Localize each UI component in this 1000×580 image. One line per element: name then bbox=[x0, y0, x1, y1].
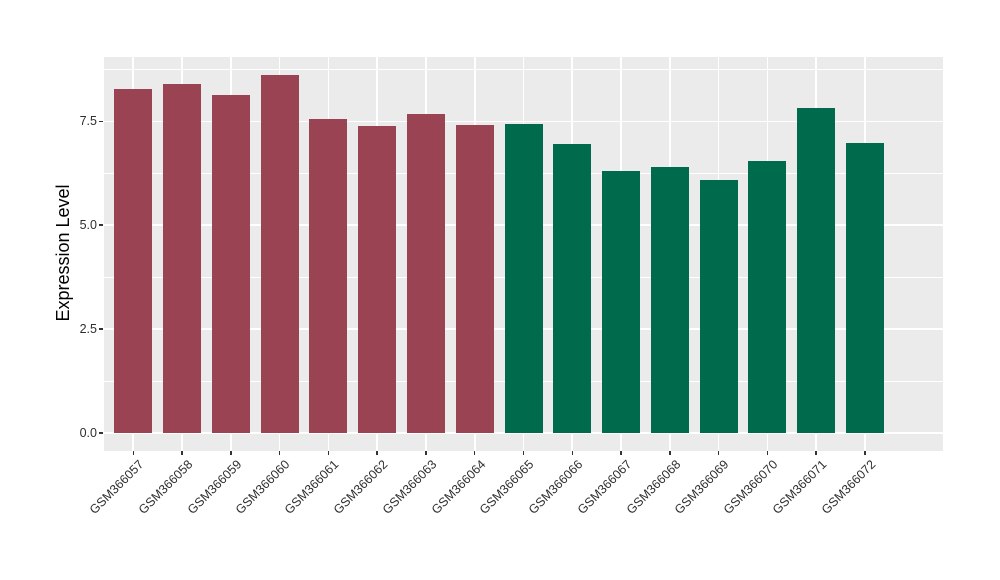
bar-GSM366057 bbox=[114, 88, 153, 433]
bar-GSM366067 bbox=[602, 171, 641, 433]
bar-GSM366065 bbox=[504, 123, 543, 433]
x-axis-tick bbox=[766, 451, 769, 455]
x-axis-tick bbox=[620, 451, 622, 455]
bar-GSM366068 bbox=[650, 166, 689, 433]
y-axis-tick-label: 0.0 bbox=[79, 426, 97, 440]
y-axis-tick bbox=[99, 120, 103, 123]
y-axis-tick-label: 2.5 bbox=[79, 322, 97, 337]
bar-GSM366060 bbox=[260, 74, 299, 433]
x-axis-tick bbox=[230, 451, 232, 455]
x-axis-tick bbox=[669, 451, 671, 455]
x-axis-tick bbox=[132, 451, 135, 455]
bar-GSM366072 bbox=[845, 142, 884, 433]
x-axis-tick bbox=[425, 451, 427, 455]
bar-GSM366061 bbox=[309, 118, 348, 433]
bar-GSM366069 bbox=[699, 180, 738, 433]
bar-GSM366063 bbox=[406, 113, 445, 433]
bar-GSM366066 bbox=[553, 144, 592, 433]
x-axis-tick bbox=[376, 451, 378, 455]
bar-GSM366062 bbox=[358, 125, 397, 433]
x-axis-tick bbox=[815, 451, 817, 455]
x-axis-tick bbox=[864, 451, 866, 455]
x-axis-tick bbox=[181, 451, 183, 455]
y-axis-tick bbox=[99, 432, 103, 434]
y-axis-tick bbox=[99, 328, 103, 330]
plot-panel bbox=[104, 57, 943, 451]
y-axis-tick bbox=[99, 224, 103, 226]
bar-GSM366058 bbox=[163, 83, 202, 433]
x-axis-tick bbox=[327, 451, 330, 455]
bar-GSM366064 bbox=[455, 125, 494, 433]
bar-GSM366070 bbox=[748, 161, 787, 433]
y-axis-tick-label: 5.0 bbox=[79, 218, 97, 233]
bar-GSM366071 bbox=[797, 108, 836, 433]
bar-GSM366059 bbox=[211, 94, 250, 433]
y-axis-tick-label: 7.5 bbox=[79, 114, 97, 129]
y-axis-title: Expression Level bbox=[53, 184, 73, 322]
x-axis-tick bbox=[473, 451, 476, 455]
x-axis-tick bbox=[571, 451, 574, 455]
x-axis-tick bbox=[717, 451, 720, 455]
x-axis-tick bbox=[522, 451, 525, 455]
x-axis-tick bbox=[278, 451, 281, 455]
